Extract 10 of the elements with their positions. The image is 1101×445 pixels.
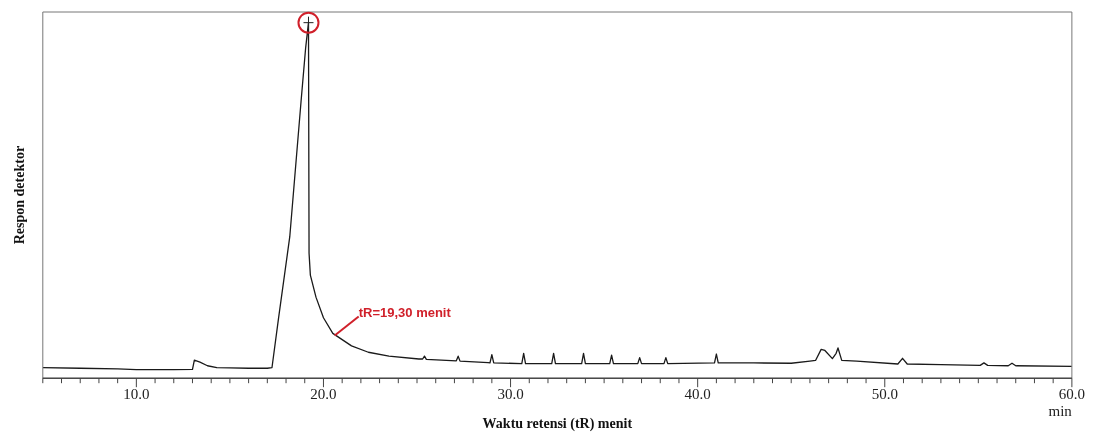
annotation: tR=19,30 menit: [358, 305, 452, 321]
text: min: [1048, 402, 1073, 419]
x-tick-label: 20.0: [310, 386, 337, 403]
x-tick-label: 50.0: [871, 386, 898, 403]
y-axis-title: Respon detektor: [12, 145, 28, 245]
x-tick-label: 40.0: [684, 386, 711, 403]
x-tick-label: 10.0: [123, 386, 150, 403]
x-axis-title: Waktu retensi (tR) menit: [482, 416, 633, 433]
x-tick-label: 30.0: [497, 386, 524, 403]
x-tick-label: 60.0: [1058, 386, 1085, 403]
